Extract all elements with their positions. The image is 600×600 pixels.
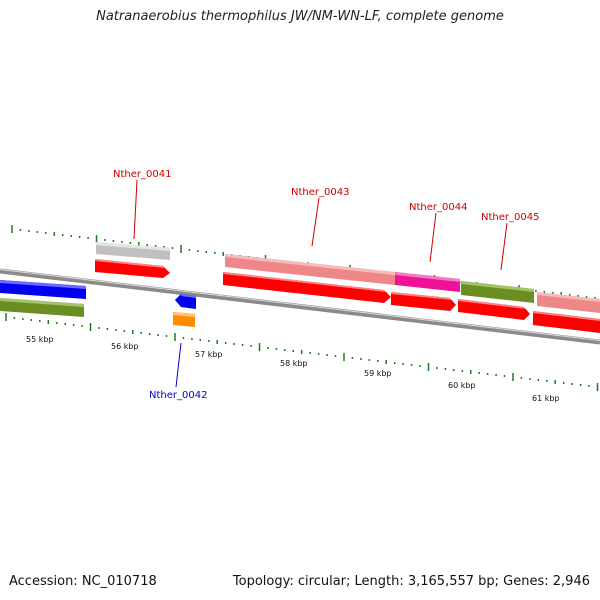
gene-nther-0043-outer[interactable] [225, 254, 395, 285]
scale-label-58kbp: 58 kbp [280, 359, 308, 368]
page-title: Natranaerobius thermophilus JW/NM-WN-LF,… [96, 9, 504, 24]
scale-label-56kbp: 56 kbp [111, 342, 139, 351]
scale-label-55kbp: 55 kbp [26, 335, 54, 344]
gene-nther-0042-block[interactable] [173, 312, 195, 327]
scale-label-61kbp: 61 kbp [532, 394, 560, 403]
label-leaders [133, 179, 508, 388]
gene-nther-0045-outer[interactable] [461, 281, 534, 303]
genome-stats-label: Topology: circular; Length: 3,165,557 bp… [232, 574, 590, 589]
gene-nther-0043-arrow[interactable] [223, 272, 391, 303]
gene-label-nther-0042: Nther_0042 [149, 390, 207, 401]
gene-nther-0044-outer[interactable] [395, 272, 460, 292]
gene-nther-0044-arrow[interactable] [391, 292, 456, 311]
gene-olive-left[interactable] [0, 298, 84, 317]
gene-label-nther-0045: Nther_0045 [481, 212, 539, 223]
tick-row-lower [5, 313, 599, 391]
gene-nther-0041-outer[interactable] [96, 242, 170, 260]
scale-label-57kbp: 57 kbp [195, 350, 223, 359]
gene-nther-0041-arrow[interactable] [95, 259, 170, 278]
accession-label: Accession: NC_010718 [9, 574, 157, 589]
genome-backbone [0, 268, 600, 345]
gene-label-nther-0041: Nther_0041 [113, 169, 171, 180]
scale-label-60kbp: 60 kbp [448, 381, 476, 390]
scale-label-59kbp: 59 kbp [364, 369, 392, 378]
gene-next-arrow[interactable] [533, 311, 600, 333]
gene-label-nther-0043: Nther_0043 [291, 187, 349, 198]
gene-next-outer[interactable] [537, 292, 600, 313]
gene-nther-0045-arrow[interactable] [458, 299, 530, 320]
gene-blue-left[interactable] [0, 280, 86, 299]
gene-nther-0042-arrow[interactable] [175, 294, 196, 309]
gene-label-nther-0044: Nther_0044 [409, 202, 467, 213]
